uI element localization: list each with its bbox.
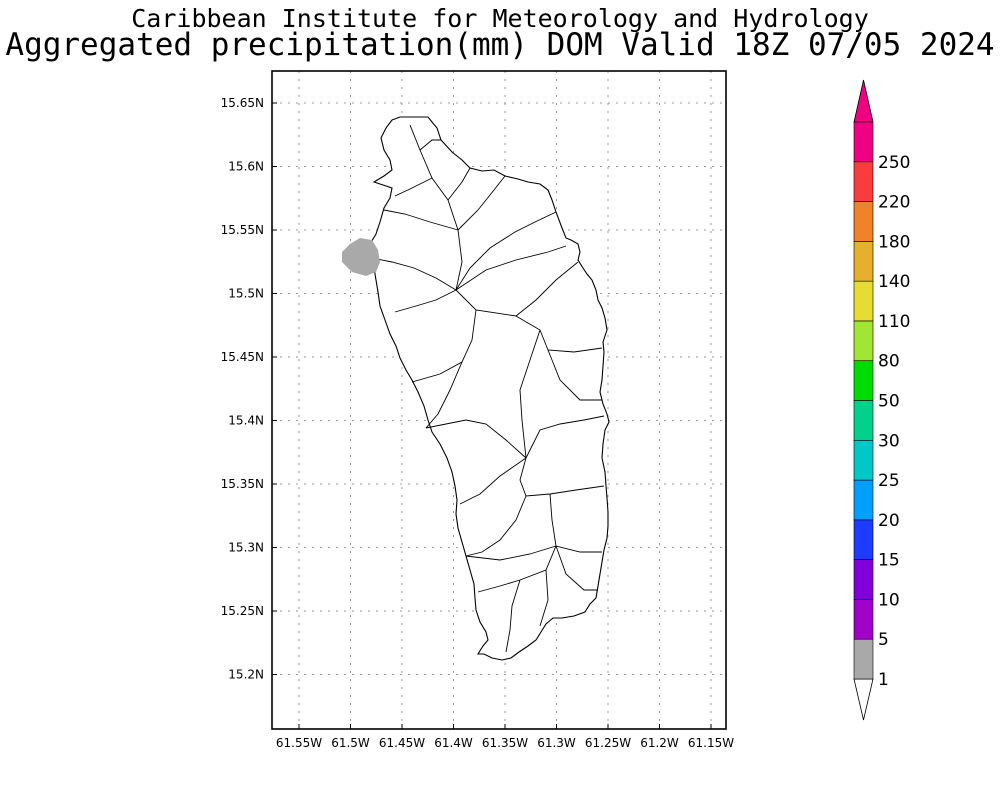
lon-tick-label: 61.15W <box>688 736 734 750</box>
colorbar-label: 15 <box>878 551 900 571</box>
colorbar-segment <box>853 121 874 163</box>
colorbar-segment <box>853 599 874 640</box>
colorbar-label: 30 <box>878 431 900 451</box>
lon-tick-label: 61.25W <box>585 736 631 750</box>
colorbar-segment <box>853 559 874 600</box>
watershed-lines <box>371 124 605 653</box>
lat-tick-label: 15.2N <box>228 668 264 682</box>
title-line-2: Aggregated precipitation(mm) DOM Valid 1… <box>5 27 995 63</box>
colorbar-label: 1 <box>878 670 889 690</box>
colorbar-label: 10 <box>878 590 900 610</box>
colorbar-segment <box>853 638 874 680</box>
colorbar-label: 140 <box>878 272 910 292</box>
lat-tick-label: 15.35N <box>221 477 264 491</box>
colorbar-upper-arrow <box>853 79 874 123</box>
colorbar-label: 110 <box>878 312 910 332</box>
lat-tick-label: 15.55N <box>221 223 264 237</box>
colorbar-label: 80 <box>878 352 900 372</box>
colorbar-segment <box>853 320 874 362</box>
lon-tick-label: 61.3W <box>537 736 576 750</box>
colorbar-label: 5 <box>878 630 889 650</box>
precipitation-area <box>342 238 380 276</box>
lat-tick-label: 15.6N <box>228 160 264 174</box>
colorbar-segment <box>853 479 874 521</box>
lat-tick-label: 15.25N <box>221 604 264 618</box>
colorbar-label: 180 <box>878 232 910 252</box>
lat-tick-label: 15.3N <box>228 541 264 555</box>
colorbar-label: 20 <box>878 511 900 531</box>
lon-tick-label: 61.2W <box>640 736 679 750</box>
colorbar-segment <box>853 161 874 202</box>
lon-tick-label: 61.55W <box>276 736 322 750</box>
colorbar-segment <box>853 519 874 560</box>
colorbar-label: 250 <box>878 153 910 173</box>
lon-tick-label: 61.5W <box>331 736 370 750</box>
lon-tick-label: 61.35W <box>482 736 528 750</box>
lat-tick-label: 15.65N <box>221 96 264 110</box>
latitude-tick-labels: 15.65N 15.6N 15.55N 15.5N 15.45N 15.4N 15.35N 1… <box>221 96 264 682</box>
lon-tick-label: 61.45W <box>379 736 425 750</box>
colorbar-segment <box>853 241 874 282</box>
lat-tick-label: 15.4N <box>228 414 264 428</box>
title-line-1: Caribbean Institute for Meteorology and … <box>131 4 869 33</box>
colorbar-segment <box>853 201 874 242</box>
lat-tick-label: 15.45N <box>221 350 264 364</box>
lat-tick-label: 15.5N <box>228 287 264 301</box>
colorbar-segment <box>853 360 874 401</box>
colorbar-label: 25 <box>878 471 900 491</box>
lon-tick-label: 61.4W <box>434 736 473 750</box>
colorbar-label: 50 <box>878 392 900 412</box>
colorbar-label: 220 <box>878 193 910 213</box>
colorbar-segment <box>853 400 874 441</box>
colorbar-lower-arrow <box>853 678 874 721</box>
colorbar-segment <box>853 439 874 481</box>
island-outline <box>369 116 610 661</box>
longitude-tick-labels: 61.55W 61.5W 61.45W 61.4W 61.35W 61.3W 61.25W 6… <box>276 736 734 750</box>
map-frame <box>271 70 727 730</box>
colorbar-segment <box>853 280 874 322</box>
